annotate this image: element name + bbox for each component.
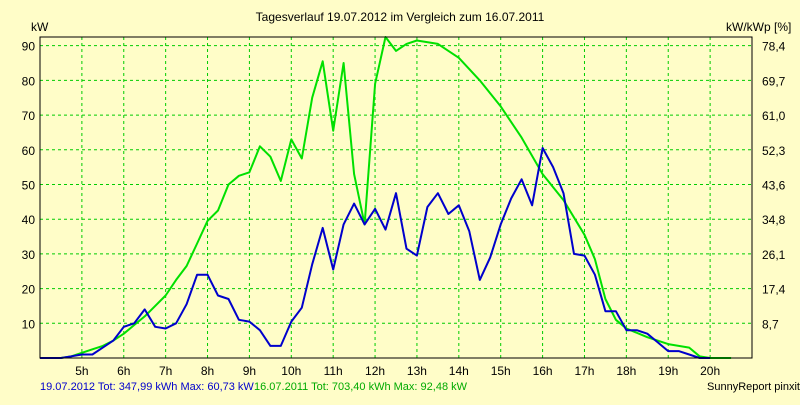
series-layer: [40, 36, 732, 359]
y2-tick-label: 43,6: [762, 178, 786, 192]
x-tick-label: 16h: [533, 364, 553, 378]
y2-axis-label: kW/kWp [%]: [726, 20, 791, 34]
y2-tick-label: 26,1: [762, 248, 786, 262]
y-tick-label: 70: [22, 109, 36, 123]
series-line-19.07.2012: [40, 147, 711, 359]
y2-tick-label: 17,4: [762, 283, 786, 297]
plot-frame: [39, 36, 753, 359]
y-tick-label: 50: [22, 178, 36, 192]
series-line-16.07.2011: [40, 36, 732, 359]
y-axis-label: kW: [31, 20, 49, 34]
y2-tick-label: 52,3: [762, 144, 786, 158]
y-tick-label: 90: [22, 40, 36, 54]
x-tick-label: 9h: [243, 364, 256, 378]
x-tick-label: 12h: [365, 364, 385, 378]
x-tick-label: 10h: [281, 364, 301, 378]
y-tick-label: 40: [22, 213, 36, 227]
x-tick-label: 13h: [407, 364, 427, 378]
x-tick-label: 6h: [117, 364, 130, 378]
y-tick-label: 10: [22, 317, 36, 331]
y2-tick-label: 61,0: [762, 109, 786, 123]
x-tick-label: 14h: [449, 364, 469, 378]
x-tick-label: 20h: [700, 364, 720, 378]
footer-summary-2012: 19.07.2012 Tot: 347,99 kWh Max: 60,73 kW: [40, 381, 254, 393]
x-tick-label: 19h: [658, 364, 678, 378]
y2-tick-label: 78,4: [762, 40, 786, 54]
footer-credit: SunnyReport pinxit: [707, 381, 800, 393]
x-tick-label: 5h: [75, 364, 88, 378]
y2-tick-label: 69,7: [762, 74, 786, 88]
y-tick-label: 30: [22, 248, 36, 262]
x-tick-label: 8h: [201, 364, 214, 378]
tick-labels: 5h 6h 7h 8h 9h 10h 11h 12h 13h 14h 15h 16h 17h 18h 19h…: [22, 40, 786, 378]
grid: [40, 37, 752, 358]
x-tick-label: 18h: [616, 364, 636, 378]
x-tick-label: 17h: [574, 364, 594, 378]
chart-title: Tagesverlauf 19.07.2012 im Vergleich zum…: [256, 10, 545, 24]
x-tick-label: 15h: [491, 364, 511, 378]
y2-tick-label: 8,7: [762, 317, 779, 331]
y-tick-label: 60: [22, 144, 36, 158]
y-tick-label: 20: [22, 283, 36, 297]
y2-tick-label: 34,8: [762, 213, 786, 227]
footer-summary-2011: 16.07.2011 Tot: 703,40 kWh Max: 92,48 kW: [254, 381, 467, 393]
x-tick-label: 7h: [159, 364, 172, 378]
x-tick-label: 11h: [324, 364, 343, 378]
y-tick-label: 80: [22, 74, 36, 88]
